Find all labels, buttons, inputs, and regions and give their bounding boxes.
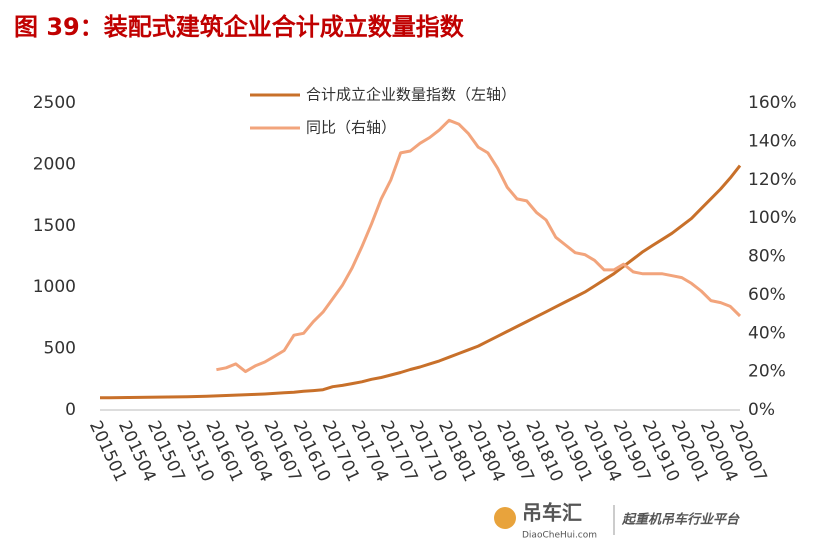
y2-tick-label: 100% [748,208,797,228]
y-tick-label: 500 [44,339,76,359]
y2-tick-label: 140% [748,131,797,151]
watermark: 吊车汇 DiaoCheHui.com 起重机吊车行业平台 [494,501,740,541]
watermark-name: 吊车汇 [522,501,582,525]
y2-tick-label: 120% [748,170,797,190]
y-tick-label: 1500 [33,216,76,236]
chart-title: 图 39：装配式建筑企业合计成立数量指数 [14,13,465,41]
logo-icon [494,507,516,529]
y2-tick-label: 0% [748,400,775,420]
watermark-slogan: 起重机吊车行业平台 [621,512,740,528]
y2-tick-label: 20% [748,362,786,382]
legend-label: 合计成立企业数量指数（左轴） [306,86,516,104]
legend-label: 同比（右轴） [306,119,396,137]
y-tick-label: 2500 [33,93,76,113]
y2-tick-label: 160% [748,93,797,113]
series-line [100,164,742,400]
watermark-url: DiaoCheHui.com [522,531,597,541]
y-tick-label: 1000 [33,277,76,297]
y-tick-label: 2000 [33,154,76,174]
series-line [216,118,742,374]
y-tick-label: 0 [65,400,76,420]
y2-tick-label: 40% [748,323,786,343]
y2-tick-label: 60% [748,285,786,305]
y2-tick-label: 80% [748,247,786,267]
